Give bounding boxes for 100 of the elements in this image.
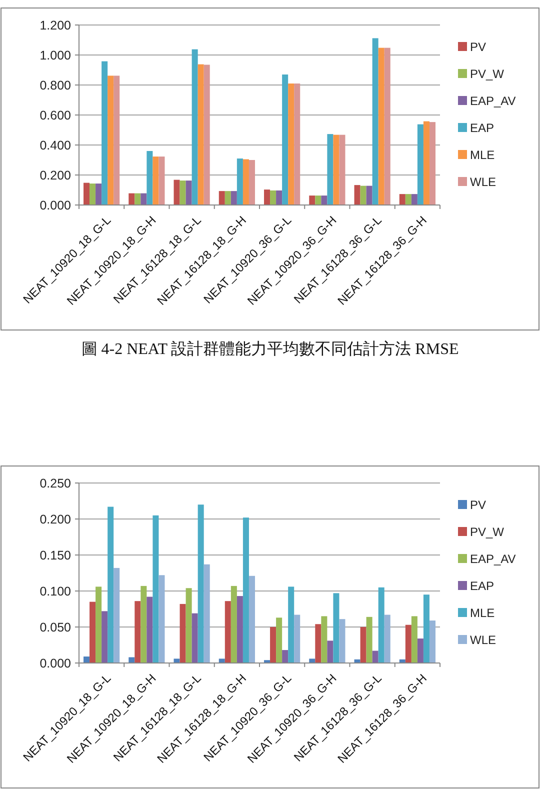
bar — [411, 616, 418, 663]
legend-label: MLE — [470, 148, 495, 162]
caption: 圖 4-2 NEAT 設計群體能力平均數不同估計方法 RMSE — [81, 340, 459, 358]
legend-label: PV — [470, 498, 486, 512]
bar — [192, 613, 198, 663]
bar — [108, 506, 114, 663]
bar — [270, 627, 276, 663]
bar — [354, 185, 360, 205]
y-tick-label: 1.200 — [40, 18, 72, 32]
bar — [174, 180, 180, 205]
y-tick-label: 0.200 — [40, 512, 72, 526]
bar — [128, 657, 135, 663]
bar — [429, 620, 436, 663]
y-tick-label: 0.250 — [40, 476, 72, 490]
legend-label: EAP_AV — [470, 552, 516, 566]
y-tick-label: 0.400 — [40, 138, 72, 152]
bar — [158, 156, 165, 205]
y-tick-label: 0.600 — [40, 108, 72, 122]
bar — [309, 196, 316, 205]
bar — [276, 618, 282, 663]
bar — [315, 196, 322, 205]
bar — [242, 159, 249, 205]
bar — [158, 575, 165, 663]
y-tick-label: 0.150 — [40, 548, 72, 562]
bar — [372, 38, 378, 205]
bar — [146, 151, 153, 205]
bar — [294, 84, 300, 205]
bar — [270, 190, 276, 205]
bar — [90, 602, 96, 663]
bar — [384, 614, 390, 663]
legend-label: WLE — [470, 175, 496, 190]
bar — [198, 64, 204, 205]
bar — [230, 191, 237, 205]
bar — [230, 586, 237, 663]
bar — [84, 182, 90, 205]
bar — [327, 134, 334, 205]
bar — [224, 601, 231, 663]
bar — [248, 576, 255, 663]
bar — [315, 624, 322, 663]
bar — [180, 604, 186, 663]
legend-label: EAP — [470, 121, 494, 136]
bar — [152, 156, 159, 205]
bar — [198, 504, 204, 663]
bar — [186, 180, 192, 205]
bar — [218, 658, 225, 663]
bar — [242, 518, 249, 663]
y-tick-label: 0.050 — [40, 620, 72, 634]
bar — [411, 194, 418, 205]
bar — [180, 180, 186, 205]
bar — [218, 191, 225, 205]
bar — [309, 658, 316, 663]
bar — [134, 193, 141, 205]
legend-label: MLE — [470, 606, 495, 620]
bar — [128, 193, 135, 205]
bar — [417, 124, 424, 205]
bar — [360, 186, 366, 205]
bar — [96, 184, 102, 205]
bar — [429, 122, 436, 205]
bar — [140, 193, 147, 205]
y-tick-label: 0.200 — [40, 168, 72, 182]
bar — [192, 49, 198, 205]
bar — [276, 190, 282, 205]
bar — [384, 48, 390, 205]
bar — [282, 650, 288, 663]
bar — [339, 619, 346, 663]
bar — [294, 614, 300, 663]
legend-label: WLE — [470, 633, 496, 648]
bar — [90, 184, 96, 205]
y-tick-label: 0.000 — [40, 198, 72, 212]
legend-label: PV_W — [470, 67, 505, 82]
bar — [84, 656, 90, 663]
bar — [399, 194, 406, 205]
bar — [360, 627, 366, 663]
bar — [174, 658, 180, 663]
bar — [327, 640, 334, 663]
bar — [248, 160, 255, 205]
bar — [282, 74, 288, 205]
legend-label: EAP_AV — [470, 94, 516, 108]
bar — [366, 616, 372, 663]
bar — [152, 515, 159, 663]
bar — [321, 196, 328, 205]
bar — [405, 624, 412, 663]
bar — [264, 190, 270, 205]
bar — [417, 638, 424, 663]
bar — [140, 586, 147, 663]
bar — [236, 596, 243, 663]
legend-label: EAP — [470, 579, 494, 594]
bar — [378, 48, 384, 205]
y-tick-label: 0.000 — [40, 656, 72, 670]
bar — [186, 588, 192, 663]
legend-label: PV — [470, 40, 486, 54]
bar — [372, 650, 378, 663]
bar — [146, 596, 153, 663]
y-tick-label: 1.000 — [40, 48, 72, 62]
bar — [204, 564, 210, 663]
bar — [423, 594, 430, 663]
bar — [288, 586, 294, 663]
bar — [102, 61, 108, 205]
bar — [333, 593, 340, 663]
bar — [224, 191, 231, 205]
